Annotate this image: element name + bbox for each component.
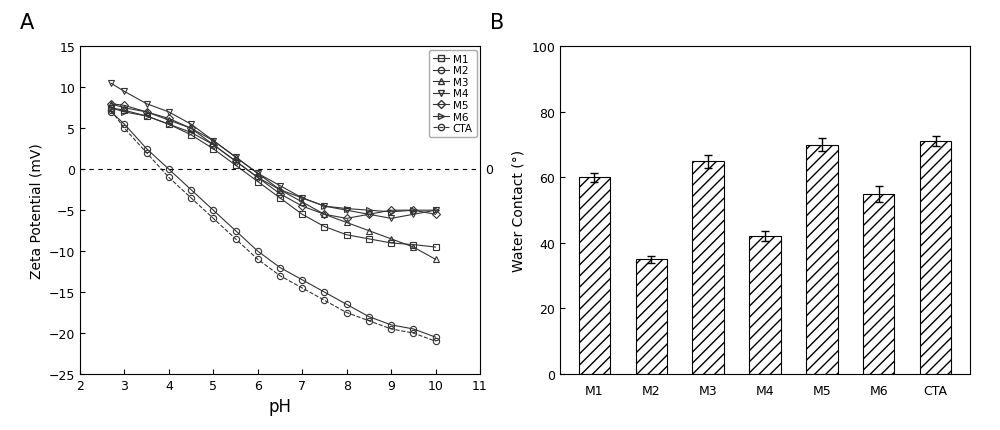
Text: A: A bbox=[20, 13, 34, 33]
Bar bbox=[920, 142, 951, 374]
X-axis label: pH: pH bbox=[268, 397, 292, 415]
Bar bbox=[749, 237, 781, 374]
Y-axis label: Water Contact (°): Water Contact (°) bbox=[512, 150, 526, 272]
Bar bbox=[579, 178, 610, 374]
Text: 0: 0 bbox=[485, 163, 493, 176]
Text: B: B bbox=[490, 13, 504, 33]
Bar bbox=[806, 145, 838, 374]
Bar bbox=[863, 194, 894, 374]
Y-axis label: Zeta Potential (mV): Zeta Potential (mV) bbox=[29, 143, 43, 278]
Bar bbox=[692, 162, 724, 374]
Legend: M1, M2, M3, M4, M5, M6, CTA: M1, M2, M3, M4, M5, M6, CTA bbox=[429, 50, 477, 138]
Bar bbox=[636, 260, 667, 374]
